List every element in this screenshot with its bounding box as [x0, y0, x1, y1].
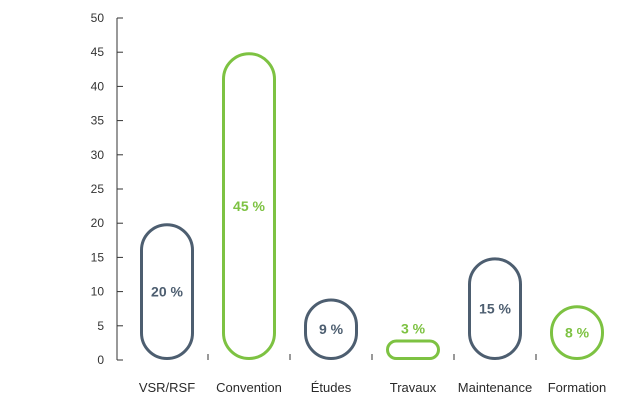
bar-travaux [386, 339, 440, 361]
y-axis: 0 5 10 15 20 25 30 35 40 45 50 [91, 11, 123, 367]
x-category-label: Convention [216, 380, 282, 395]
bar-formation [550, 305, 604, 360]
x-category-label: VSR/RSF [139, 380, 195, 395]
x-category-label: Formation [548, 380, 607, 395]
value-label: 9 % [319, 321, 344, 337]
bar-convention [222, 52, 276, 360]
y-tick-label: 15 [91, 250, 105, 264]
value-label: 8 % [565, 325, 590, 341]
bar-maintenance [468, 257, 522, 360]
x-category-label: Maintenance [458, 380, 532, 395]
value-label: 15 % [479, 301, 511, 317]
y-tick-label: 50 [91, 11, 105, 25]
value-label: 3 % [401, 320, 426, 336]
value-labels: 20 % 45 % 9 % 3 % 15 % 8 % [151, 198, 590, 341]
y-tick-label: 0 [97, 353, 104, 367]
y-tick-label: 25 [91, 182, 105, 196]
value-label: 20 % [151, 284, 183, 300]
bar-vsr-rsf [140, 223, 194, 360]
x-category-label: Travaux [390, 380, 437, 395]
bar--tudes [304, 298, 358, 361]
y-tick-label: 40 [91, 79, 105, 93]
y-tick-label: 20 [91, 216, 105, 230]
y-tick-label: 30 [91, 148, 105, 162]
y-tick-label: 10 [91, 285, 105, 299]
x-axis: VSR/RSF Convention Études Travaux Maintenanc… [139, 354, 606, 395]
y-tick-label: 45 [91, 45, 105, 59]
x-category-label: Études [311, 380, 352, 395]
y-tick-label: 5 [97, 319, 104, 333]
bars [140, 52, 604, 361]
y-tick-label: 35 [91, 114, 105, 128]
value-label: 45 % [233, 198, 265, 214]
